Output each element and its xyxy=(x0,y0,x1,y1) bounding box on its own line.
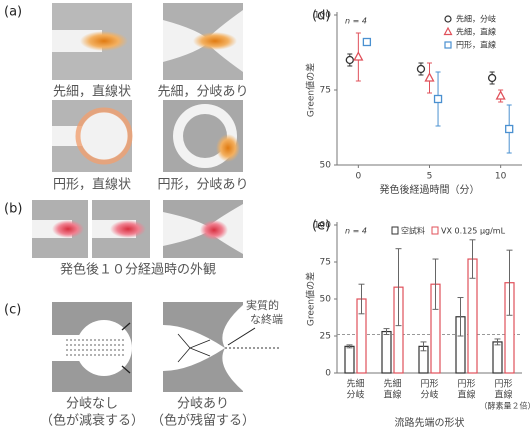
photo xyxy=(92,200,150,258)
panel-b: (b) 発色後１０分経過時の外観 xyxy=(4,200,243,278)
x-tick-label: 0 xyxy=(355,172,361,182)
x-tick-label: 直線 xyxy=(494,389,512,401)
panel-a: (a) 先細，直線状 先細，分岐あり 円形，直線状 円形，分岐あり xyxy=(4,3,249,193)
x-tick-label: 直線 xyxy=(457,389,475,401)
bar xyxy=(345,346,354,373)
photo xyxy=(32,200,88,258)
figure: (a) 先細，直線状 先細，分岐あり 円形，直線状 円形，分岐あり (b) 発色… xyxy=(0,0,530,430)
y-tick-label: 0 xyxy=(325,369,331,379)
y-axis-label: Green値の差 xyxy=(305,272,317,326)
x-axis-label: 流路先端の形状 xyxy=(395,416,465,429)
y-tick-label: 100 xyxy=(314,11,331,21)
photo xyxy=(163,3,243,80)
caption: 円形，分岐あり xyxy=(157,178,248,193)
point xyxy=(417,66,424,73)
caption: 先細，分岐あり xyxy=(157,85,248,100)
caption: 発色後１０分経過時の外観 xyxy=(60,262,216,278)
panel-label: (b) xyxy=(4,202,22,217)
annotation: 実質的 xyxy=(246,298,279,312)
y-tick-label: 25 xyxy=(320,332,331,342)
bar xyxy=(493,342,502,373)
panel-label: (a) xyxy=(4,5,22,20)
point xyxy=(497,92,505,100)
caption: （色が減衰する） xyxy=(40,413,144,429)
x-tick-label: （酵素量２倍） xyxy=(480,401,530,411)
x-tick-label: 先細 xyxy=(346,378,364,390)
caption: 円形，直線状 xyxy=(53,177,131,193)
photo xyxy=(163,200,243,258)
photo xyxy=(52,3,132,80)
legend-label: 円形，直線 xyxy=(456,40,496,50)
annotation: n = 4 xyxy=(345,17,367,26)
legend-label: 先細，直線 xyxy=(456,27,496,37)
y-tick-label: 50 xyxy=(320,295,332,305)
point xyxy=(435,96,442,103)
point xyxy=(489,75,496,82)
point xyxy=(506,126,513,133)
annotation: n = 4 xyxy=(345,227,367,236)
x-axis-label: 発色後経過時間（分） xyxy=(380,183,480,196)
legend-label: 空試料 xyxy=(401,226,425,236)
legend-marker xyxy=(432,227,438,234)
panel-c: (c) 実質的 な終端 分岐なし （色が減衰する） 分岐あり （色が残留する） xyxy=(4,298,283,429)
legend-marker xyxy=(445,42,451,48)
x-tick-label: 5 xyxy=(427,172,433,182)
annotation: な終端 xyxy=(250,312,283,326)
legend-marker xyxy=(392,227,398,234)
y-tick-label: 75 xyxy=(320,86,331,96)
x-tick-label: 分岐 xyxy=(420,389,438,401)
x-tick-label: 直線 xyxy=(383,389,401,401)
point xyxy=(426,74,434,82)
panel-label: (c) xyxy=(4,303,21,318)
x-tick-label: 円形 xyxy=(457,378,475,390)
legend-marker xyxy=(445,16,451,22)
x-tick-label: 10 xyxy=(495,172,507,182)
point xyxy=(346,57,353,64)
point xyxy=(354,53,362,61)
caption: 先細，直線状 xyxy=(53,84,131,100)
point xyxy=(363,39,370,46)
caption: 分岐なし xyxy=(66,397,118,412)
legend-marker xyxy=(445,28,452,35)
caption: 分岐あり xyxy=(177,397,229,412)
x-tick-label: 先細 xyxy=(383,378,401,390)
y-tick-label: 100 xyxy=(314,221,331,231)
y-tick-label: 50 xyxy=(320,161,332,171)
legend-label: 先細，分岐 xyxy=(456,14,496,24)
x-tick-label: 円形 xyxy=(494,378,512,390)
legend-label: VX 0.125 µg/mL xyxy=(441,227,506,236)
photo xyxy=(163,100,243,172)
photo xyxy=(52,100,132,172)
caption: （色が残留する） xyxy=(151,413,255,429)
y-axis-label: Green値の差 xyxy=(305,63,317,117)
diagram xyxy=(52,302,132,392)
bar xyxy=(382,332,391,373)
y-tick-label: 75 xyxy=(320,258,331,268)
x-tick-label: 円形 xyxy=(420,378,438,390)
x-tick-label: 分岐 xyxy=(346,389,364,401)
